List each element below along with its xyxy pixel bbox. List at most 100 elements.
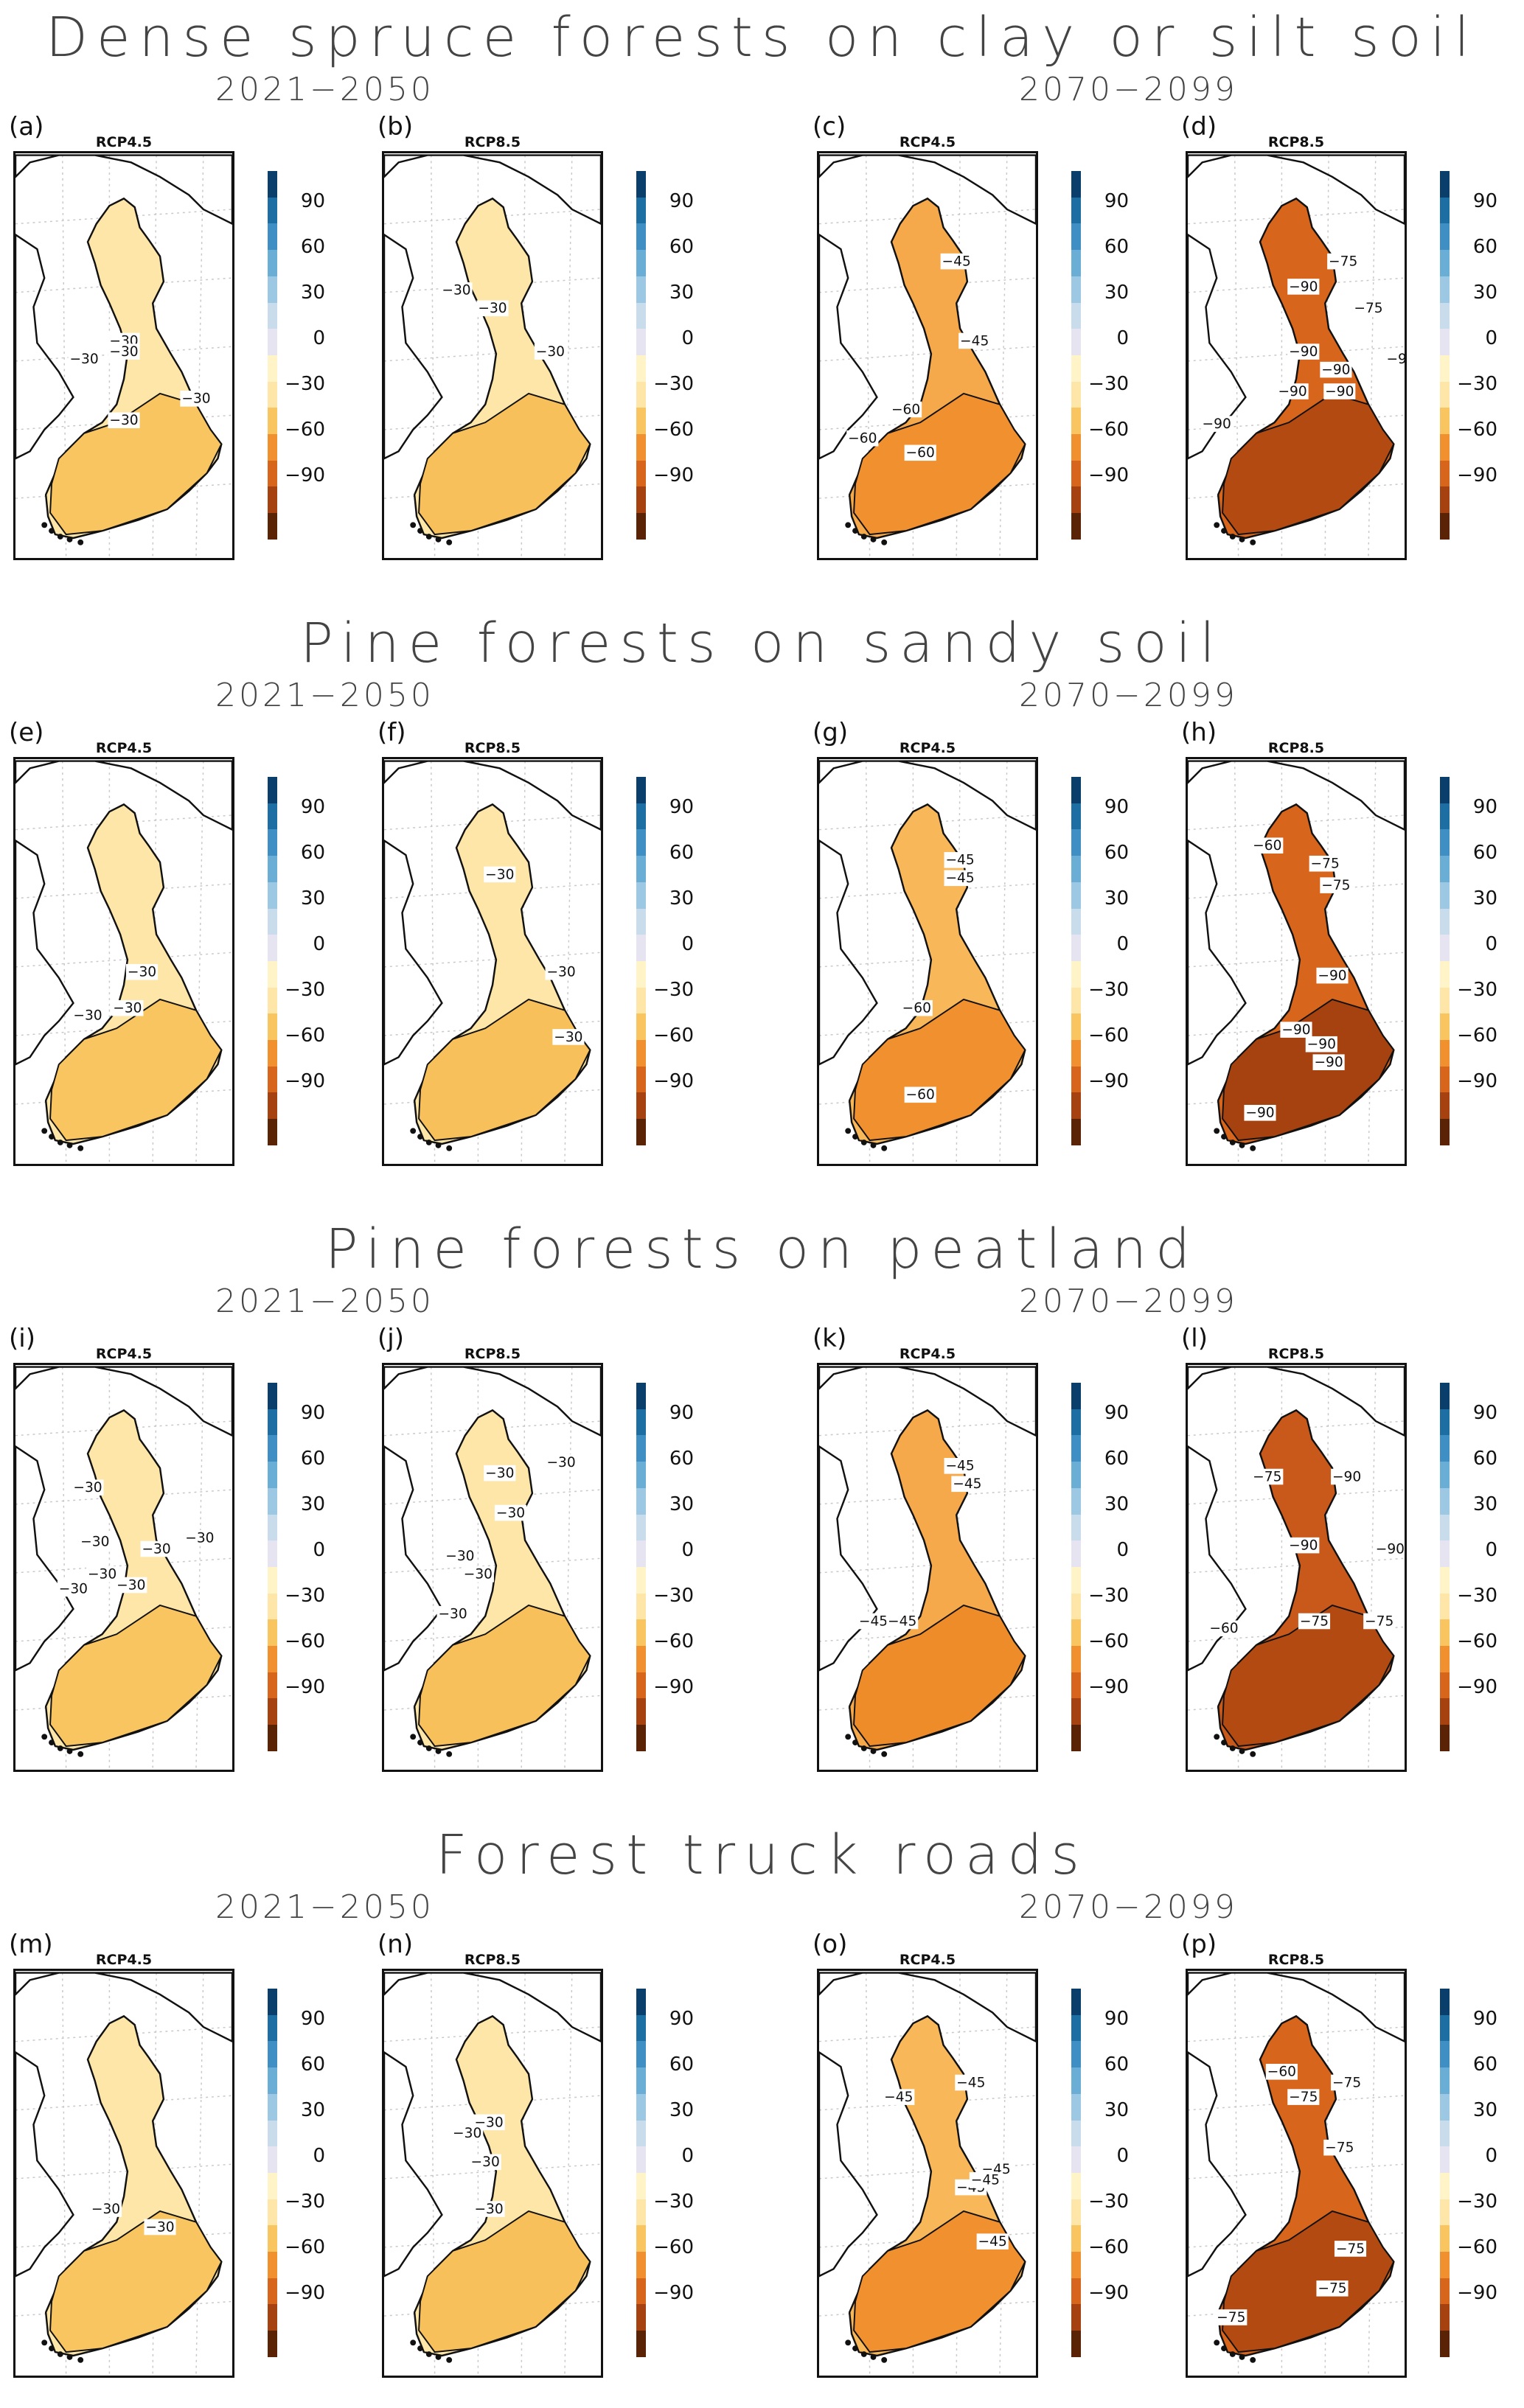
contour-label: −90: [1386, 352, 1405, 367]
contour-label: −90: [1278, 384, 1306, 399]
colorbar-segment: [1071, 2146, 1081, 2173]
colorbar-segment: [1071, 302, 1081, 329]
graticule-line: [384, 209, 601, 225]
colorbar-segment: [1440, 486, 1450, 514]
colorbar-segment: [268, 302, 277, 329]
sweden-coastline: [384, 839, 443, 1066]
contour-label: −45: [888, 1613, 916, 1629]
colorbar-segment: [1071, 2041, 1081, 2068]
map-svg: −30−30 −30−30−30−30−30: [15, 1366, 232, 1768]
contour-zone: [49, 2210, 223, 2353]
contour-label-bg: [955, 2074, 987, 2091]
contour-label: −60: [1267, 2065, 1296, 2080]
colorbar-segment: [636, 1514, 646, 1541]
contour-label: −30: [474, 2202, 503, 2217]
colorbar-tick-label: −60: [1457, 2236, 1497, 2258]
contour-label-bg: [494, 1504, 527, 1521]
colorbar-segment: [1071, 1383, 1081, 1409]
island-mark: [57, 2351, 63, 2357]
colorbar-segment: [636, 329, 646, 355]
sweden-coastline: [819, 839, 878, 1066]
colorbar-segment: [636, 1462, 646, 1488]
colorbar: [636, 171, 646, 540]
contour-label: −30: [116, 1577, 145, 1593]
colorbar-tick-label: 0: [681, 933, 694, 955]
island-mark: [1239, 1748, 1245, 1754]
graticule-line: [819, 814, 1036, 831]
colorbar-tick-label: −90: [285, 464, 325, 486]
colorbar-tick-label: −30: [1088, 2191, 1129, 2213]
colorbar-segment: [1071, 408, 1081, 435]
colorbar-segment: [1071, 486, 1081, 514]
contour-label-bg: [1327, 253, 1360, 270]
colorbar-tick-label: 30: [1472, 1493, 1497, 1515]
colorbar-segment: [1071, 434, 1081, 461]
colorbar-tick-label: 60: [1104, 842, 1129, 864]
colorbar-segment: [1440, 2120, 1450, 2147]
colorbar-segment: [636, 2331, 646, 2357]
contour-label: −90: [1289, 279, 1318, 295]
colorbar-tick-label: 30: [669, 282, 694, 304]
contour-label-bg: [440, 282, 473, 299]
contour-label: −30: [496, 1505, 525, 1521]
colorbar-segment: [268, 276, 277, 303]
graticule-line: [15, 1557, 232, 1574]
colorbar: [268, 1989, 277, 2357]
contour-label-bg: [125, 963, 159, 980]
colorbar-tick-label: 0: [1116, 1539, 1129, 1561]
colorbar-segment: [636, 1119, 646, 1145]
contour-label: −30: [445, 1549, 474, 1564]
panel-scenario-title: RCP4.5: [95, 134, 153, 150]
map-svg: −75 −90 −90 −90 −60 −75 −75: [1188, 1366, 1405, 1768]
map-panel: −75 −90 −90 −90 −60 −75 −75: [1186, 1363, 1407, 1772]
colorbar-segment: [1440, 2093, 1450, 2121]
colorbar-tick-label: 0: [681, 2145, 694, 2167]
island-mark: [49, 2345, 55, 2352]
colorbar-tick-label: −60: [1457, 419, 1497, 441]
contour-label: −30: [142, 1541, 170, 1557]
graticule-line: [15, 883, 232, 899]
contour-label: −45: [956, 2075, 985, 2090]
norway-coastline: [15, 1366, 232, 1437]
contour-zone: [853, 2210, 1026, 2353]
colorbar-segment: [1071, 1725, 1081, 1751]
colorbar-tick-label: −90: [1088, 2282, 1129, 2304]
colorbar-tick-label: −90: [1457, 1676, 1497, 1698]
norway-coastline: [819, 154, 1036, 226]
contour-label-bg: [900, 999, 933, 1016]
colorbar-segment: [636, 882, 646, 909]
contour-label-bg: [1316, 967, 1349, 984]
contour-label: −90: [1314, 1055, 1343, 1070]
map-panel: −60 −75 −75 −75 −75 −75 −75: [1186, 1969, 1407, 2378]
colorbar-tick-label: 90: [669, 796, 694, 818]
contour-label-bg: [1208, 1620, 1240, 1637]
colorbar-tick-label: 0: [681, 327, 694, 349]
colorbar-segment: [1440, 856, 1450, 882]
colorbar-tick-label: −60: [285, 1025, 325, 1047]
colorbar-tick-label: 30: [300, 282, 325, 304]
map-svg: −75−90−75−90−90−90−90−90−90: [1188, 154, 1405, 556]
island-mark: [77, 1751, 84, 1757]
panel-scenario-title: RCP8.5: [1267, 1346, 1325, 1362]
contour-label-bg: [436, 1605, 469, 1622]
contour-zone: [853, 998, 1026, 1142]
graticule-line: [564, 1367, 573, 1768]
graticule-line: [15, 2163, 232, 2180]
island-mark: [417, 2345, 423, 2352]
colorbar-segment: [1440, 777, 1450, 803]
colorbar-segment: [268, 2014, 277, 2042]
island-mark: [852, 1739, 858, 1746]
norway-coastline: [384, 154, 601, 226]
colorbar-tick-label: 60: [1104, 236, 1129, 258]
colorbar-tick-label: −60: [1088, 2236, 1129, 2258]
colorbar: [636, 1989, 646, 2357]
colorbar-segment: [1071, 1040, 1081, 1067]
graticule-line: [819, 883, 1036, 899]
period-left-label: 2021−2050: [215, 677, 434, 714]
island-mark: [417, 1134, 423, 1140]
contour-label-bg: [1200, 416, 1233, 432]
colorbar-tick-label: −90: [285, 1070, 325, 1092]
island-mark: [41, 522, 48, 528]
colorbar-segment: [268, 1435, 277, 1462]
colorbar-segment: [1440, 276, 1450, 303]
